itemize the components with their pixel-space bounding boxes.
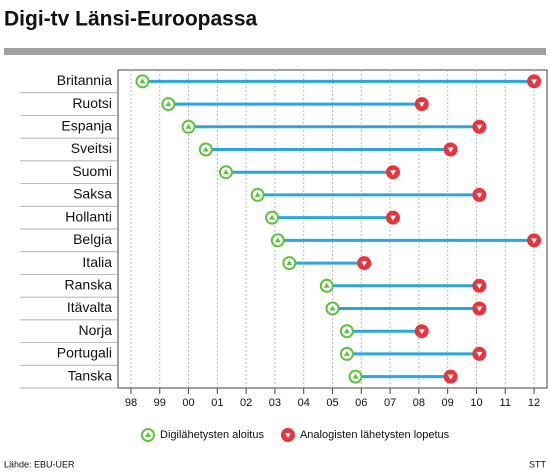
marker-arrow: [476, 351, 483, 357]
marker: [527, 74, 542, 89]
marker: [282, 256, 297, 271]
marker-arrow: [145, 432, 151, 437]
marker-arrow: [418, 329, 425, 335]
marker-arrow: [418, 102, 425, 108]
marker: [161, 97, 176, 112]
x-tick-label: 00: [182, 397, 194, 409]
marker: [472, 278, 487, 293]
y-tick-label: Itävalta: [67, 299, 112, 315]
y-tick-label: Ruotsi: [72, 95, 112, 111]
y-tick-label: Belgia: [73, 231, 112, 247]
legend-marker: [280, 428, 295, 442]
marker: [181, 119, 196, 134]
x-tick-label: 03: [269, 397, 281, 409]
x-tick-label: 99: [154, 397, 166, 409]
y-tick-label: Norja: [79, 322, 113, 338]
marker-arrow: [254, 191, 261, 197]
plot-frame: [117, 69, 548, 389]
marker: [348, 369, 363, 384]
marker: [319, 278, 334, 293]
marker: [270, 233, 285, 248]
marker: [198, 142, 213, 157]
marker-arrow: [476, 192, 483, 198]
marker: [472, 187, 487, 202]
marker: [414, 97, 429, 112]
x-tick-label: 11: [500, 397, 511, 409]
marker: [339, 324, 354, 339]
marker-arrow: [269, 214, 276, 220]
y-tick-label: Tanska: [68, 367, 113, 383]
y-tick-label: Suomi: [72, 163, 112, 179]
x-tick-label: 02: [240, 397, 252, 409]
marker-arrow: [476, 306, 483, 312]
marker: [472, 301, 487, 316]
marker-arrow: [343, 328, 350, 334]
marker: [472, 346, 487, 361]
legend-label: Digilähetysten aloitus: [160, 429, 264, 441]
marker-arrow: [531, 79, 538, 85]
marker: [443, 142, 458, 157]
marker-arrow: [323, 282, 330, 288]
marker: [472, 119, 487, 134]
x-tick-label: 06: [355, 397, 367, 409]
x-tick-label: 01: [211, 397, 223, 409]
x-tick-label: 98: [125, 397, 137, 409]
y-tick-label: Portugali: [57, 345, 112, 361]
x-tick-label: 12: [528, 397, 540, 409]
x-tick-label: 10: [470, 397, 482, 409]
marker: [527, 233, 542, 248]
x-tick-label: 07: [384, 397, 396, 409]
marker-arrow: [165, 101, 172, 107]
marker-arrow: [389, 215, 396, 221]
x-tick-label: 05: [326, 397, 338, 409]
chart-title: Digi-tv Länsi-Euroopassa: [4, 8, 258, 31]
x-tick-label: 09: [442, 397, 454, 409]
marker-arrow: [329, 305, 336, 311]
marker: [339, 346, 354, 361]
marker: [250, 187, 265, 202]
marker: [414, 324, 429, 339]
y-tick-label: Sveitsi: [71, 140, 112, 156]
marker-arrow: [531, 238, 538, 244]
marker-arrow: [389, 170, 396, 176]
marker-arrow: [139, 78, 146, 84]
y-tick-label: Ranska: [65, 276, 113, 292]
marker-arrow: [286, 260, 293, 266]
marker-arrow: [284, 433, 291, 438]
marker-arrow: [361, 261, 368, 267]
marker: [443, 369, 458, 384]
marker: [135, 74, 150, 89]
marker-arrow: [352, 373, 359, 379]
marker: [265, 210, 280, 225]
marker-arrow: [222, 169, 229, 175]
marker-arrow: [343, 350, 350, 356]
marker-arrow: [447, 374, 454, 380]
marker: [357, 256, 372, 271]
marker: [385, 165, 400, 180]
credit: STT: [529, 459, 547, 469]
y-tick-label: Saksa: [73, 186, 112, 202]
marker-arrow: [447, 147, 454, 153]
source: Lähde: EBU-UER: [4, 459, 75, 469]
marker-arrow: [476, 124, 483, 130]
legend-label: Analogisten lähetysten lopetus: [300, 429, 450, 441]
legend-marker: [141, 428, 155, 442]
x-tick-label: 04: [298, 397, 310, 409]
marker: [325, 301, 340, 316]
marker-arrow: [274, 237, 281, 243]
marker: [218, 165, 233, 180]
marker-arrow: [476, 283, 483, 289]
marker-arrow: [202, 146, 209, 152]
y-tick-label: Hollanti: [65, 208, 112, 224]
x-tick-label: 08: [413, 397, 425, 409]
marker: [385, 210, 400, 225]
marker-arrow: [185, 123, 192, 129]
title-rule: [4, 48, 546, 55]
y-tick-label: Italia: [82, 254, 112, 270]
y-tick-label: Espanja: [61, 117, 112, 133]
y-tick-label: Britannia: [57, 72, 112, 88]
